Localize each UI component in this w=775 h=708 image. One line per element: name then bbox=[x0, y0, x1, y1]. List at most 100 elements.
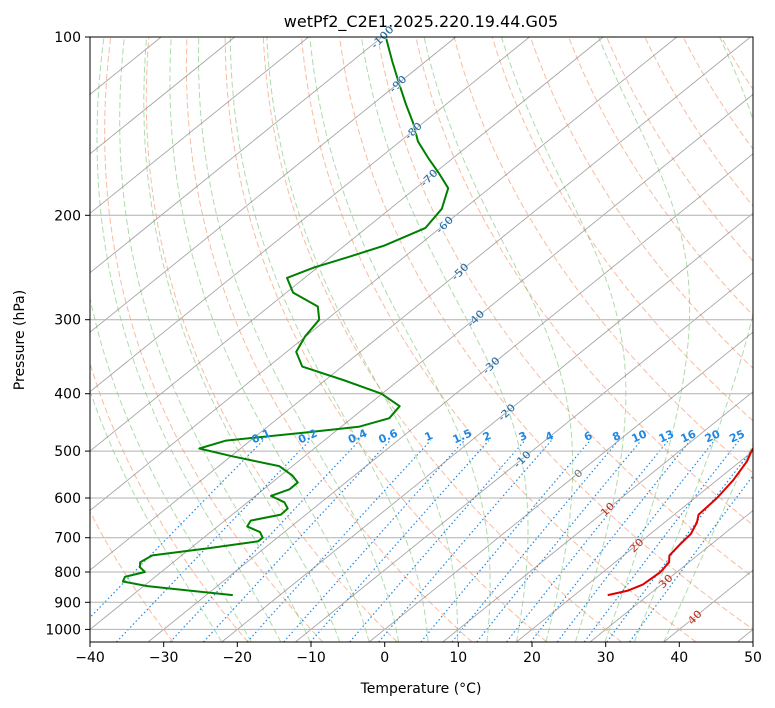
isotherm-line bbox=[90, 93, 753, 630]
dry-adiabat-line bbox=[339, 37, 753, 631]
dry-adiabat-line bbox=[568, 37, 753, 316]
mixing-ratio-line bbox=[420, 440, 591, 642]
skewed-isotherms bbox=[90, 37, 753, 642]
dry-adiabat-line bbox=[415, 37, 753, 526]
moist-adiabats bbox=[90, 37, 753, 642]
isotherm-line bbox=[90, 37, 751, 571]
temperature-profile-line bbox=[607, 446, 753, 597]
moist-adiabat-line bbox=[309, 37, 491, 642]
isotherm-label: -80 bbox=[402, 119, 425, 142]
y-tick-label: 600 bbox=[54, 491, 81, 507]
dry-adiabat-line bbox=[491, 37, 753, 422]
x-tick-label: −20 bbox=[223, 650, 253, 666]
mixing-ratio-label: 8 bbox=[610, 429, 622, 444]
y-tick-label: 800 bbox=[54, 565, 81, 581]
pressure-gridlines bbox=[90, 37, 753, 630]
mixing-ratio-label: 10 bbox=[630, 427, 650, 445]
mixing-ratio-label: 13 bbox=[657, 427, 676, 445]
dry-adiabat-line bbox=[606, 37, 753, 262]
mixing-ratio-line bbox=[283, 440, 465, 642]
moist-adiabat-line bbox=[90, 389, 223, 642]
plot-area bbox=[90, 16, 775, 643]
dry-adiabat-line bbox=[224, 37, 548, 642]
isotherm-line bbox=[90, 37, 383, 274]
moist-adiabat-line bbox=[119, 37, 311, 642]
isotherm-line bbox=[90, 37, 236, 155]
x-tick-label: −30 bbox=[149, 650, 179, 666]
isotherm-label: -40 bbox=[464, 307, 487, 330]
dry-adiabat-line bbox=[720, 37, 753, 91]
isotherm-line bbox=[221, 212, 753, 642]
y-tick-label: 900 bbox=[54, 595, 81, 611]
isotherm-line bbox=[737, 628, 753, 642]
moist-adiabat-line bbox=[633, 37, 753, 642]
x-tick-label: 50 bbox=[744, 650, 762, 666]
moist-adiabat-line bbox=[229, 37, 429, 642]
moist-adiabat-line bbox=[423, 37, 574, 642]
dry-adiabat-line bbox=[682, 37, 753, 150]
dewpoint-profile-line bbox=[121, 37, 450, 597]
dry-adiabat-line bbox=[453, 37, 753, 474]
dry-adiabat-line bbox=[90, 361, 249, 642]
mixing-ratio-label: 0.6 bbox=[377, 426, 400, 446]
mixing-ratio-labels: 0.1 0.2 0.4 0.6 1 1.5 2 3 4 6 8 10 13 16 20 25 bbox=[250, 426, 747, 446]
mixing-ratio-label: 2 bbox=[481, 429, 493, 444]
isotherm-label: -20 bbox=[495, 401, 518, 424]
dry-adiabat-line bbox=[185, 37, 473, 642]
moist-adiabat-line bbox=[143, 37, 341, 642]
mixing-ratio-label: 0.2 bbox=[296, 427, 319, 447]
x-tick-label: 30 bbox=[597, 650, 615, 666]
x-tick-label: 20 bbox=[523, 650, 541, 666]
y-tick-label: 100 bbox=[54, 30, 81, 46]
profiles bbox=[121, 37, 753, 597]
mixing-ratio-label: 25 bbox=[727, 427, 746, 445]
mixing-ratio-label: 4 bbox=[543, 429, 556, 444]
mixing-ratio-line bbox=[629, 474, 753, 642]
mixing-ratio-line bbox=[169, 440, 360, 642]
isotherm-line bbox=[90, 37, 457, 333]
y-tick-label: 1000 bbox=[45, 622, 81, 638]
x-tick-label: −10 bbox=[296, 650, 326, 666]
mixing-ratio-line bbox=[202, 440, 391, 642]
moist-adiabat-line bbox=[96, 37, 282, 642]
moist-adiabat-line bbox=[597, 37, 691, 642]
moist-adiabat-line bbox=[198, 37, 400, 642]
mixing-ratio-label: 3 bbox=[517, 429, 529, 444]
isotherm-label: -50 bbox=[449, 260, 472, 283]
dry-adiabat-line bbox=[262, 37, 622, 642]
y-axis-label: Pressure (hPa) bbox=[12, 290, 28, 390]
moist-adiabat-line bbox=[360, 37, 529, 642]
plot-frame bbox=[89, 36, 754, 643]
y-axis-ticks: 100 200 300 400 500 600 700 800 900 1000 bbox=[45, 30, 90, 638]
mixing-ratio-line bbox=[116, 440, 311, 642]
x-axis-ticks: −40 −30 −20 −10 0 10 20 30 40 50 bbox=[75, 642, 762, 666]
y-tick-label: 400 bbox=[54, 387, 81, 403]
mixing-ratio-label: 0.1 bbox=[250, 427, 273, 447]
x-axis-label: Temperature (°C) bbox=[360, 681, 482, 697]
isotherm-line bbox=[90, 37, 530, 393]
x-tick-label: 10 bbox=[449, 650, 467, 666]
mixing-ratio-line bbox=[378, 440, 552, 642]
moist-adiabat-line bbox=[90, 295, 252, 642]
x-tick-label: −40 bbox=[75, 650, 105, 666]
isotherm-label: 40 bbox=[685, 607, 705, 627]
dry-adiabat-line bbox=[747, 16, 775, 643]
mixing-ratio-lines bbox=[90, 440, 753, 642]
mixing-ratio-line bbox=[556, 440, 715, 642]
mixing-ratio-line bbox=[349, 440, 526, 642]
mixing-ratio-label: 1.5 bbox=[451, 427, 474, 447]
isotherm-line bbox=[589, 509, 753, 642]
mixing-ratio-label: 16 bbox=[679, 427, 699, 445]
isotherm-line bbox=[516, 450, 753, 642]
isotherm-label: 10 bbox=[598, 499, 618, 519]
isotherm-line bbox=[295, 272, 753, 642]
dry-adiabat-line bbox=[529, 37, 753, 369]
isotherm-line bbox=[368, 331, 753, 642]
chart-title: wetPf2_C2E1.2025.220.19.44.G05 bbox=[284, 12, 558, 32]
moist-adiabat-line bbox=[500, 37, 627, 642]
isotherm-label: -60 bbox=[433, 213, 456, 236]
mixing-ratio-line bbox=[506, 440, 669, 642]
mixing-ratio-line bbox=[246, 440, 431, 642]
